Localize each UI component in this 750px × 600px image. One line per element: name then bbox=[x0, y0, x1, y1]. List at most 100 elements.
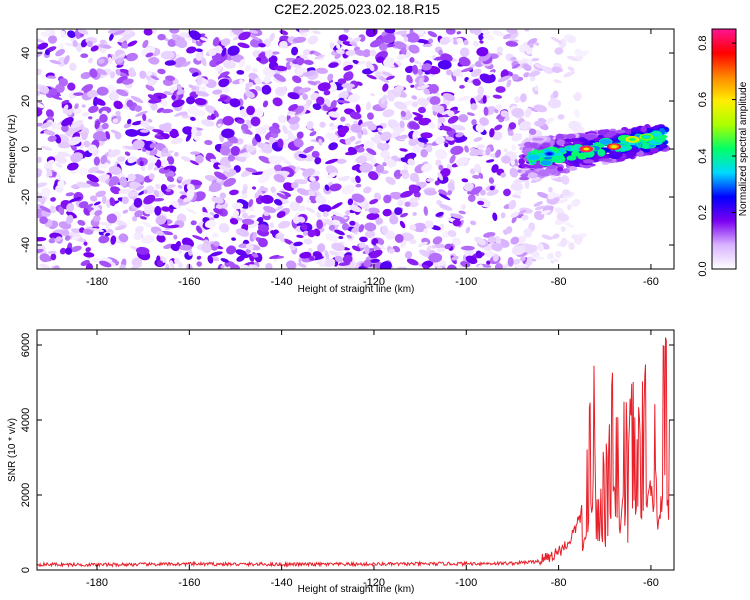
snr-y-tick-label-1: 2000 bbox=[20, 483, 32, 507]
noise-blob bbox=[268, 155, 282, 165]
noise-blob bbox=[86, 90, 99, 98]
noise-blob bbox=[330, 123, 342, 131]
noise-blob bbox=[167, 184, 176, 189]
noise-blob bbox=[141, 234, 155, 244]
noise-blob bbox=[346, 234, 352, 239]
noise-blob bbox=[156, 260, 164, 267]
noise-blob bbox=[213, 208, 223, 215]
noise-blob bbox=[554, 47, 564, 55]
noise-blob bbox=[233, 210, 239, 219]
noise-blob bbox=[351, 245, 361, 252]
noise-blob bbox=[346, 86, 352, 93]
noise-blob bbox=[421, 99, 430, 104]
noise-blob bbox=[188, 84, 197, 90]
noise-blob bbox=[461, 178, 469, 183]
spectrogram-x-tick-label-2: -140 bbox=[271, 276, 293, 288]
noise-blob bbox=[148, 173, 155, 180]
noise-blob bbox=[317, 243, 326, 253]
noise-blob bbox=[552, 233, 560, 239]
noise-blob bbox=[47, 35, 58, 44]
signal-blob bbox=[585, 134, 597, 139]
noise-blob bbox=[248, 199, 254, 208]
noise-blob bbox=[534, 205, 547, 210]
noise-blob bbox=[511, 107, 524, 118]
noise-blob bbox=[421, 163, 433, 173]
noise-blob bbox=[375, 217, 383, 225]
noise-blob bbox=[456, 37, 464, 44]
noise-blob bbox=[358, 224, 365, 233]
noise-blob bbox=[367, 112, 374, 120]
noise-blob bbox=[94, 210, 103, 216]
noise-blob bbox=[70, 245, 82, 253]
noise-blob bbox=[227, 154, 236, 162]
noise-blob bbox=[110, 235, 117, 245]
noise-blob bbox=[59, 247, 67, 255]
noise-blob bbox=[196, 75, 203, 86]
noise-blob bbox=[362, 49, 371, 58]
noise-blob bbox=[78, 201, 89, 209]
noise-blob bbox=[70, 152, 84, 163]
noise-blob bbox=[295, 195, 304, 204]
noise-blob bbox=[439, 37, 450, 45]
noise-blob bbox=[444, 243, 452, 250]
colorbar-tick-label-1: 0.2 bbox=[697, 205, 709, 220]
noise-blob bbox=[240, 193, 248, 199]
noise-blob bbox=[523, 72, 530, 78]
noise-blob bbox=[377, 127, 383, 132]
noise-blob bbox=[134, 210, 143, 218]
noise-blob bbox=[219, 156, 231, 167]
noise-blob bbox=[486, 189, 499, 196]
noise-blob bbox=[436, 200, 443, 206]
noise-blob bbox=[232, 202, 244, 210]
noise-blob bbox=[81, 112, 90, 117]
noise-blob bbox=[437, 60, 452, 70]
snr-x-tick-label-6: -60 bbox=[643, 577, 659, 589]
noise-blob bbox=[334, 255, 343, 263]
noise-blob bbox=[496, 46, 504, 54]
noise-blob bbox=[53, 265, 60, 269]
noise-blob bbox=[49, 59, 62, 65]
noise-blob bbox=[273, 199, 283, 206]
noise-blob bbox=[458, 210, 466, 215]
noise-blob bbox=[235, 249, 248, 257]
noise-blob bbox=[106, 199, 111, 208]
noise-blob bbox=[318, 204, 332, 213]
noise-blob bbox=[217, 95, 228, 102]
noise-blob bbox=[567, 55, 580, 62]
noise-blob bbox=[477, 86, 484, 96]
noise-blob bbox=[409, 172, 419, 182]
noise-blob bbox=[169, 128, 179, 139]
noise-blob bbox=[460, 204, 466, 210]
signal-ring bbox=[641, 143, 650, 149]
signal-ring bbox=[566, 155, 577, 161]
noise-blob bbox=[145, 84, 155, 92]
noise-blob bbox=[383, 157, 397, 167]
noise-blob bbox=[328, 62, 339, 68]
noise-blob bbox=[315, 195, 327, 205]
noise-blob bbox=[146, 70, 153, 77]
noise-blob bbox=[355, 49, 366, 56]
noise-blob bbox=[486, 260, 491, 265]
noise-blob bbox=[152, 198, 165, 202]
noise-blob bbox=[364, 230, 376, 238]
snr-y-tick-label-0: 0 bbox=[20, 567, 32, 573]
noise-blob bbox=[411, 95, 418, 100]
noise-blob bbox=[356, 81, 363, 86]
noise-blob bbox=[273, 164, 283, 172]
spectrogram-x-tick-label-1: -160 bbox=[178, 276, 200, 288]
noise-blob bbox=[147, 161, 155, 171]
noise-blob bbox=[316, 67, 329, 74]
noise-blob bbox=[347, 93, 360, 104]
noise-blob bbox=[171, 94, 177, 100]
noise-blob bbox=[463, 39, 469, 46]
noise-blob bbox=[269, 222, 274, 229]
noise-blob bbox=[473, 163, 482, 173]
signal-peak-3-2 bbox=[643, 135, 650, 139]
noise-blob bbox=[369, 64, 375, 72]
noise-blob bbox=[319, 121, 326, 128]
snr-y-axis-label: SNR (10 * v/v) bbox=[7, 418, 18, 482]
noise-blob bbox=[238, 31, 251, 41]
signal-blob bbox=[556, 138, 566, 146]
noise-blob bbox=[369, 198, 379, 205]
noise-blob bbox=[323, 218, 336, 227]
